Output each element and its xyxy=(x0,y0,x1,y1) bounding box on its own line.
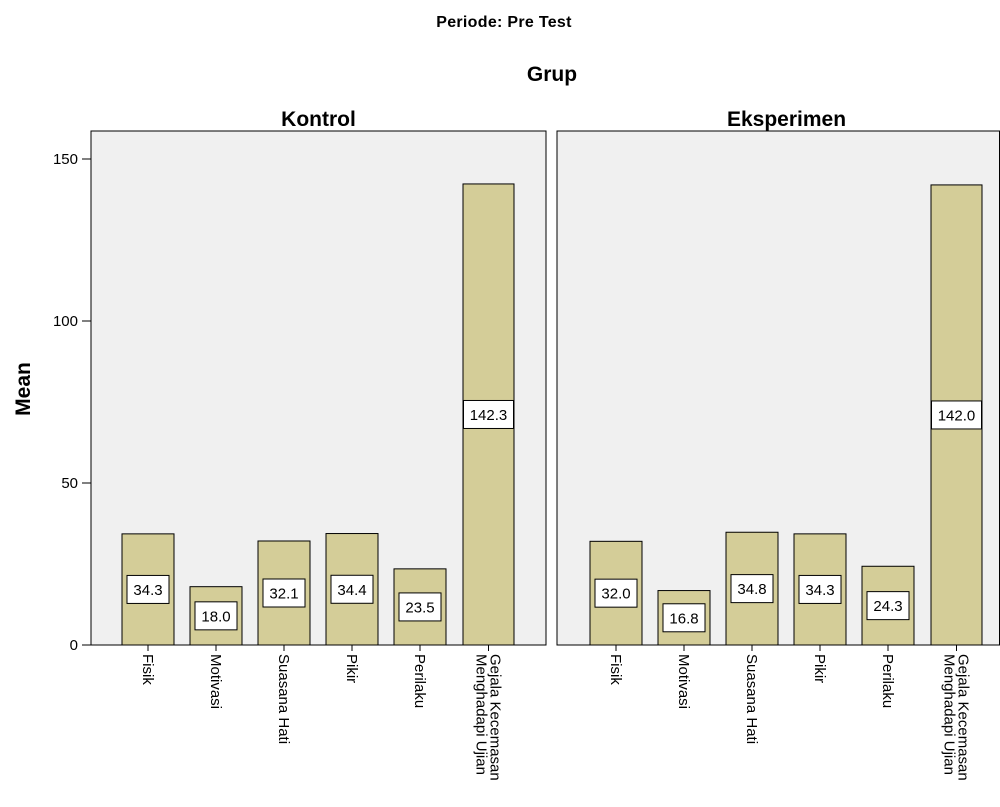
x-tick-label: Suasana Hati xyxy=(743,654,760,744)
data-label-box xyxy=(931,400,982,430)
data-label-box xyxy=(194,601,238,631)
data-label-box xyxy=(398,592,442,622)
panel-eksperimen: Eksperimen 32.0 Fisik 16.8 Motivasi 34.8 Suasa… xyxy=(556,108,1000,781)
data-label: 32.0 xyxy=(601,586,630,603)
category-label-line: Menghadapi Ujian xyxy=(941,654,958,775)
category-label-line: Menghadapi Ujian xyxy=(473,654,490,775)
data-label: 34.3 xyxy=(133,582,162,599)
x-tick-label: Fisik xyxy=(607,654,624,685)
panel-kontrol: Kontrol 34.3 Fisik 18.0 Motivasi 32.1 Suasana … xyxy=(90,108,547,781)
data-label: 34.8 xyxy=(737,581,766,598)
data-label-box xyxy=(730,574,774,604)
category-label-line: Motivasi xyxy=(675,654,692,709)
x-tick-label: Pikir xyxy=(343,654,360,683)
data-label: 32.1 xyxy=(269,585,298,602)
category-label-line: Suasana Hati xyxy=(275,654,292,744)
category-label-line: Motivasi xyxy=(207,654,224,709)
data-label-box xyxy=(126,574,170,604)
category-label-line: Suasana Hati xyxy=(743,654,760,744)
facet-title: Grup xyxy=(527,63,577,86)
category-label-line: Perilaku xyxy=(879,654,896,708)
panel-title: Eksperimen xyxy=(727,108,846,131)
data-label: 34.4 xyxy=(337,582,366,599)
panels: Kontrol 34.3 Fisik 18.0 Motivasi 32.1 Suasana … xyxy=(90,108,1000,781)
data-label-box xyxy=(798,574,842,604)
x-tick-label: Perilaku xyxy=(411,654,428,708)
y-axis-label: Mean xyxy=(12,362,35,416)
category-label-line: Gejala Kecemasan xyxy=(487,654,504,781)
data-label: 23.5 xyxy=(405,599,434,616)
category-label-line: Fisik xyxy=(139,654,156,685)
data-label-box xyxy=(262,578,306,608)
y-axis: 0 50 100 150 xyxy=(53,151,91,654)
panel-title: Kontrol xyxy=(281,108,356,131)
category-label-line: Pikir xyxy=(811,654,828,683)
y-tick-label: 50 xyxy=(61,475,78,492)
data-label-box xyxy=(463,399,514,429)
data-label: 16.8 xyxy=(669,610,698,627)
y-tick-label: 150 xyxy=(53,151,78,168)
data-label-box xyxy=(330,574,374,604)
y-tick-label: 0 xyxy=(70,637,78,654)
data-label: 34.3 xyxy=(805,582,834,599)
category-label-line: Perilaku xyxy=(411,654,428,708)
x-tick-label: Perilaku xyxy=(879,654,896,708)
x-tick-label: Suasana Hati xyxy=(275,654,292,744)
chart-title: Periode: Pre Test xyxy=(436,14,572,31)
data-label: 18.0 xyxy=(201,608,230,625)
data-label: 24.3 xyxy=(873,598,902,615)
data-label: 142.0 xyxy=(938,407,976,424)
category-label-line: Fisik xyxy=(607,654,624,685)
data-label-box xyxy=(662,603,706,633)
data-label-box xyxy=(866,591,910,621)
y-tick-label: 100 xyxy=(53,313,78,330)
x-tick-label: Motivasi xyxy=(675,654,692,709)
x-tick-label: Pikir xyxy=(811,654,828,683)
category-label-line: Pikir xyxy=(343,654,360,683)
data-label-box xyxy=(594,578,638,608)
x-tick-label: Motivasi xyxy=(207,654,224,709)
data-label: 142.3 xyxy=(470,407,508,424)
x-tick-label: Fisik xyxy=(139,654,156,685)
category-label-line: Gejala Kecemasan xyxy=(955,654,972,781)
